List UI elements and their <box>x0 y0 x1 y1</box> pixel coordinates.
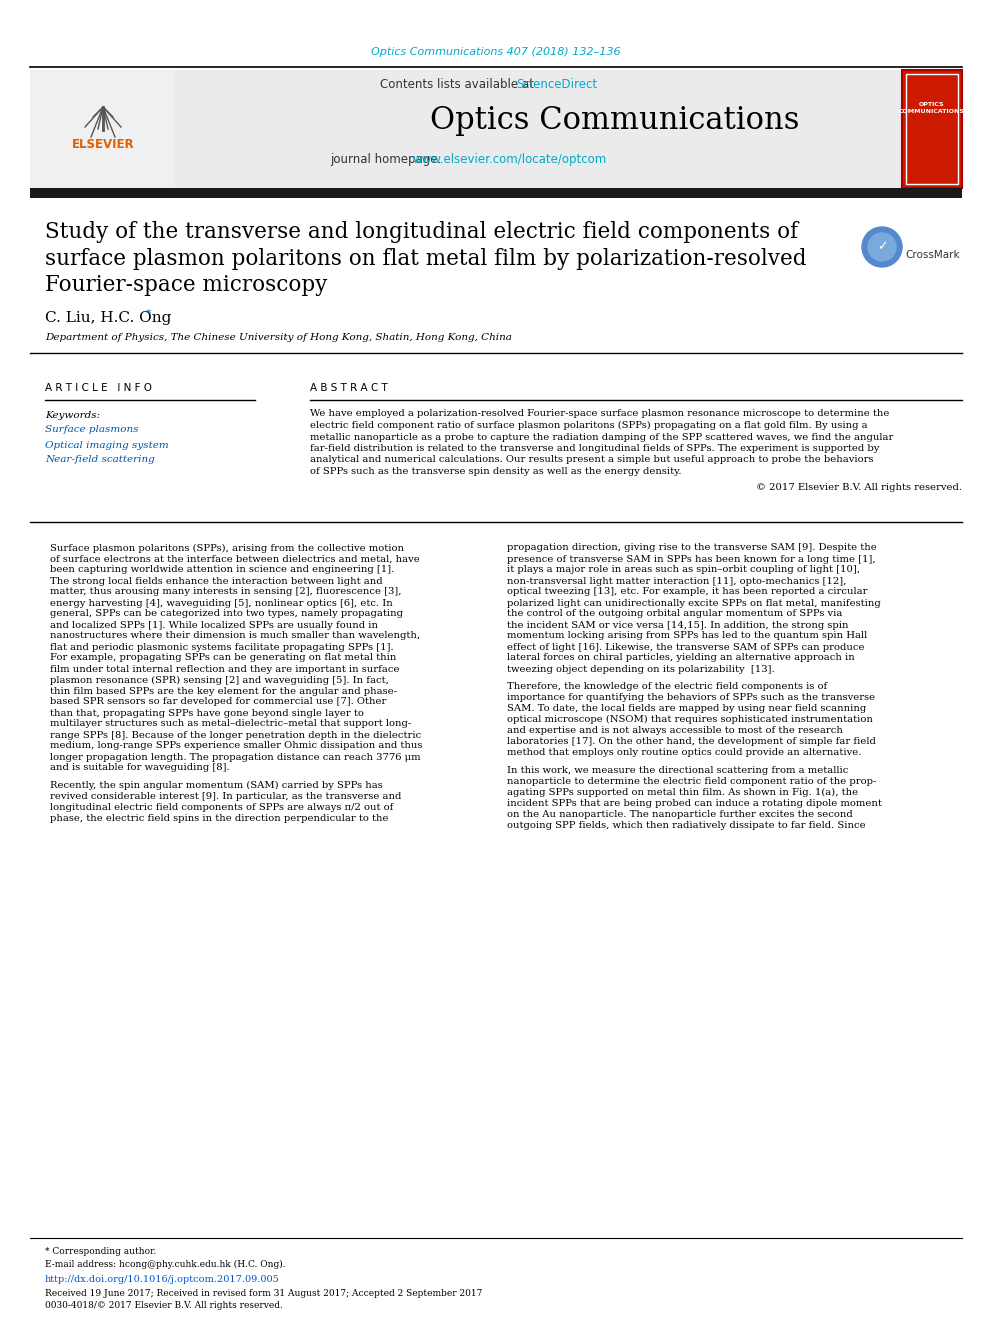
Text: energy harvesting [4], waveguiding [5], nonlinear optics [6], etc. In: energy harvesting [4], waveguiding [5], … <box>50 598 393 607</box>
Text: 0030-4018/© 2017 Elsevier B.V. All rights reserved.: 0030-4018/© 2017 Elsevier B.V. All right… <box>45 1302 283 1311</box>
Text: phase, the electric field spins in the direction perpendicular to the: phase, the electric field spins in the d… <box>50 814 389 823</box>
Text: and localized SPPs [1]. While localized SPPs are usually found in: and localized SPPs [1]. While localized … <box>50 620 378 630</box>
Text: In this work, we measure the directional scattering from a metallic: In this work, we measure the directional… <box>507 766 848 775</box>
Text: analytical and numerical calculations. Our results present a simple but useful a: analytical and numerical calculations. O… <box>310 455 874 464</box>
Text: A R T I C L E   I N F O: A R T I C L E I N F O <box>45 382 152 393</box>
Text: matter, thus arousing many interests in sensing [2], fluorescence [3],: matter, thus arousing many interests in … <box>50 587 402 597</box>
Circle shape <box>862 228 902 267</box>
Text: Optics Communications 407 (2018) 132–136: Optics Communications 407 (2018) 132–136 <box>371 48 621 57</box>
Text: Department of Physics, The Chinese University of Hong Kong, Shatin, Hong Kong, C: Department of Physics, The Chinese Unive… <box>45 333 512 343</box>
Text: propagation direction, giving rise to the transverse SAM [9]. Despite the: propagation direction, giving rise to th… <box>507 544 877 553</box>
Text: electric field component ratio of surface plasmon polaritons (SPPs) propagating : electric field component ratio of surfac… <box>310 421 868 430</box>
FancyBboxPatch shape <box>906 74 958 184</box>
Text: Surface plasmons: Surface plasmons <box>45 426 139 434</box>
Text: E-mail address: hcong@phy.cuhk.edu.hk (H.C. Ong).: E-mail address: hcong@phy.cuhk.edu.hk (H… <box>45 1259 286 1269</box>
Text: flat and periodic plasmonic systems facilitate propagating SPPs [1].: flat and periodic plasmonic systems faci… <box>50 643 394 651</box>
Text: * Corresponding author.: * Corresponding author. <box>45 1248 157 1257</box>
Text: SAM. To date, the local fields are mapped by using near field scanning: SAM. To date, the local fields are mappe… <box>507 704 866 713</box>
Text: Contents lists available at: Contents lists available at <box>380 78 538 90</box>
Text: incident SPPs that are being probed can induce a rotating dipole moment: incident SPPs that are being probed can … <box>507 799 882 808</box>
Text: OPTICS
COMMUNICATIONS: OPTICS COMMUNICATIONS <box>899 102 965 114</box>
Text: of SPPs such as the transverse spin density as well as the energy density.: of SPPs such as the transverse spin dens… <box>310 467 682 476</box>
Text: Optical imaging system: Optical imaging system <box>45 441 169 450</box>
Text: non-transversal light matter interaction [11], opto-mechanics [12],: non-transversal light matter interaction… <box>507 577 846 586</box>
Text: plasmon resonance (SPR) sensing [2] and waveguiding [5]. In fact,: plasmon resonance (SPR) sensing [2] and … <box>50 676 389 684</box>
Text: Recently, the spin angular momentum (SAM) carried by SPPs has: Recently, the spin angular momentum (SAM… <box>50 781 383 790</box>
Text: © 2017 Elsevier B.V. All rights reserved.: © 2017 Elsevier B.V. All rights reserved… <box>756 483 962 492</box>
Text: http://dx.doi.org/10.1016/j.optcom.2017.09.005: http://dx.doi.org/10.1016/j.optcom.2017.… <box>45 1274 280 1283</box>
Text: on the Au nanoparticle. The nanoparticle further excites the second: on the Au nanoparticle. The nanoparticle… <box>507 810 853 819</box>
Text: ✓: ✓ <box>877 241 887 254</box>
Text: effect of light [16]. Likewise, the transverse SAM of SPPs can produce: effect of light [16]. Likewise, the tran… <box>507 643 864 651</box>
Text: medium, long-range SPPs experience smaller Ohmic dissipation and thus: medium, long-range SPPs experience small… <box>50 741 423 750</box>
Text: tweezing object depending on its polarizability  [13].: tweezing object depending on its polariz… <box>507 664 775 673</box>
Text: optical microscope (NSOM) that requires sophisticated instrumentation: optical microscope (NSOM) that requires … <box>507 714 873 724</box>
Text: multilayer structures such as metal–dielectric–metal that support long-: multilayer structures such as metal–diel… <box>50 720 412 729</box>
Text: polarized light can unidirectionally excite SPPs on flat metal, manifesting: polarized light can unidirectionally exc… <box>507 598 881 607</box>
Text: importance for quantifying the behaviors of SPPs such as the transverse: importance for quantifying the behaviors… <box>507 693 875 703</box>
Text: lateral forces on chiral particles, yielding an alternative approach in: lateral forces on chiral particles, yiel… <box>507 654 855 663</box>
Text: nanostructures where their dimension is much smaller than wavelength,: nanostructures where their dimension is … <box>50 631 421 640</box>
Text: longer propagation length. The propagation distance can reach 3776 μm: longer propagation length. The propagati… <box>50 753 421 762</box>
Text: The strong local fields enhance the interaction between light and: The strong local fields enhance the inte… <box>50 577 383 586</box>
Circle shape <box>868 233 896 261</box>
Text: agating SPPs supported on metal thin film. As shown in Fig. 1(a), the: agating SPPs supported on metal thin fil… <box>507 787 858 796</box>
Text: C. Liu, H.C. Ong: C. Liu, H.C. Ong <box>45 311 172 325</box>
Text: far-field distribution is related to the transverse and longitudinal fields of S: far-field distribution is related to the… <box>310 445 879 452</box>
Text: it plays a major role in areas such as spin–orbit coupling of light [10],: it plays a major role in areas such as s… <box>507 565 860 574</box>
Text: We have employed a polarization-resolved Fourier-space surface plasmon resonance: We have employed a polarization-resolved… <box>310 410 890 418</box>
Text: laboratories [17]. On the other hand, the development of simple far field: laboratories [17]. On the other hand, th… <box>507 737 876 746</box>
Text: than that, propagating SPPs have gone beyond single layer to: than that, propagating SPPs have gone be… <box>50 709 364 717</box>
Text: the control of the outgoing orbital angular momentum of SPPs via: the control of the outgoing orbital angu… <box>507 610 842 618</box>
Text: revived considerable interest [9]. In particular, as the transverse and: revived considerable interest [9]. In pa… <box>50 792 402 802</box>
Text: general, SPPs can be categorized into two types, namely propagating: general, SPPs can be categorized into tw… <box>50 610 403 618</box>
Text: nanoparticle to determine the electric field component ratio of the prop-: nanoparticle to determine the electric f… <box>507 777 876 786</box>
Text: www.elsevier.com/locate/optcom: www.elsevier.com/locate/optcom <box>413 153 607 167</box>
Text: and is suitable for waveguiding [8].: and is suitable for waveguiding [8]. <box>50 763 229 773</box>
Text: ScienceDirect: ScienceDirect <box>516 78 597 90</box>
Text: Surface plasmon polaritons (SPPs), arising from the collective motion: Surface plasmon polaritons (SPPs), arisi… <box>50 544 404 553</box>
Text: film under total internal reflection and they are important in surface: film under total internal reflection and… <box>50 664 400 673</box>
Text: been capturing worldwide attention in science and engineering [1].: been capturing worldwide attention in sc… <box>50 565 394 574</box>
Text: A B S T R A C T: A B S T R A C T <box>310 382 388 393</box>
Text: method that employs only routine optics could provide an alternative.: method that employs only routine optics … <box>507 747 861 757</box>
Text: and expertise and is not always accessible to most of the research: and expertise and is not always accessib… <box>507 726 843 736</box>
Text: journal homepage:: journal homepage: <box>330 153 445 167</box>
Text: ELSEVIER: ELSEVIER <box>71 139 134 152</box>
Text: Keywords:: Keywords: <box>45 411 100 421</box>
FancyBboxPatch shape <box>30 188 962 198</box>
Text: For example, propagating SPPs can be generating on flat metal thin: For example, propagating SPPs can be gen… <box>50 654 397 663</box>
Text: thin film based SPPs are the key element for the angular and phase-: thin film based SPPs are the key element… <box>50 687 397 696</box>
Text: Near-field scattering: Near-field scattering <box>45 455 155 464</box>
FancyBboxPatch shape <box>902 70 962 188</box>
Text: of surface electrons at the interface between dielectrics and metal, have: of surface electrons at the interface be… <box>50 554 420 564</box>
Text: Fourier-space microscopy: Fourier-space microscopy <box>45 274 327 296</box>
Text: longitudinal electric field components of SPPs are always π/2 out of: longitudinal electric field components o… <box>50 803 394 812</box>
Text: optical tweezing [13], etc. For example, it has been reported a circular: optical tweezing [13], etc. For example,… <box>507 587 867 597</box>
Text: based SPR sensors so far developed for commercial use [7]. Other: based SPR sensors so far developed for c… <box>50 697 386 706</box>
Text: momentum locking arising from SPPs has led to the quantum spin Hall: momentum locking arising from SPPs has l… <box>507 631 867 640</box>
Text: range SPPs [8]. Because of the longer penetration depth in the dielectric: range SPPs [8]. Because of the longer pe… <box>50 730 422 740</box>
FancyBboxPatch shape <box>30 70 175 188</box>
Text: Study of the transverse and longitudinal electric field components of: Study of the transverse and longitudinal… <box>45 221 799 243</box>
Text: *: * <box>146 310 152 319</box>
Text: surface plasmon polaritons on flat metal film by polarization-resolved: surface plasmon polaritons on flat metal… <box>45 247 806 270</box>
Text: Therefore, the knowledge of the electric field components is of: Therefore, the knowledge of the electric… <box>507 683 827 691</box>
Text: presence of transverse SAM in SPPs has been known for a long time [1],: presence of transverse SAM in SPPs has b… <box>507 554 876 564</box>
Text: outgoing SPP fields, which then radiatively dissipate to far field. Since: outgoing SPP fields, which then radiativ… <box>507 820 866 830</box>
Text: Optics Communications: Optics Communications <box>431 106 800 136</box>
Text: metallic nanoparticle as a probe to capture the radiation damping of the SPP sca: metallic nanoparticle as a probe to capt… <box>310 433 894 442</box>
FancyBboxPatch shape <box>30 70 902 188</box>
Text: CrossMark: CrossMark <box>905 250 959 261</box>
Text: the incident SAM or vice versa [14,15]. In addition, the strong spin: the incident SAM or vice versa [14,15]. … <box>507 620 848 630</box>
Text: Received 19 June 2017; Received in revised form 31 August 2017; Accepted 2 Septe: Received 19 June 2017; Received in revis… <box>45 1289 482 1298</box>
